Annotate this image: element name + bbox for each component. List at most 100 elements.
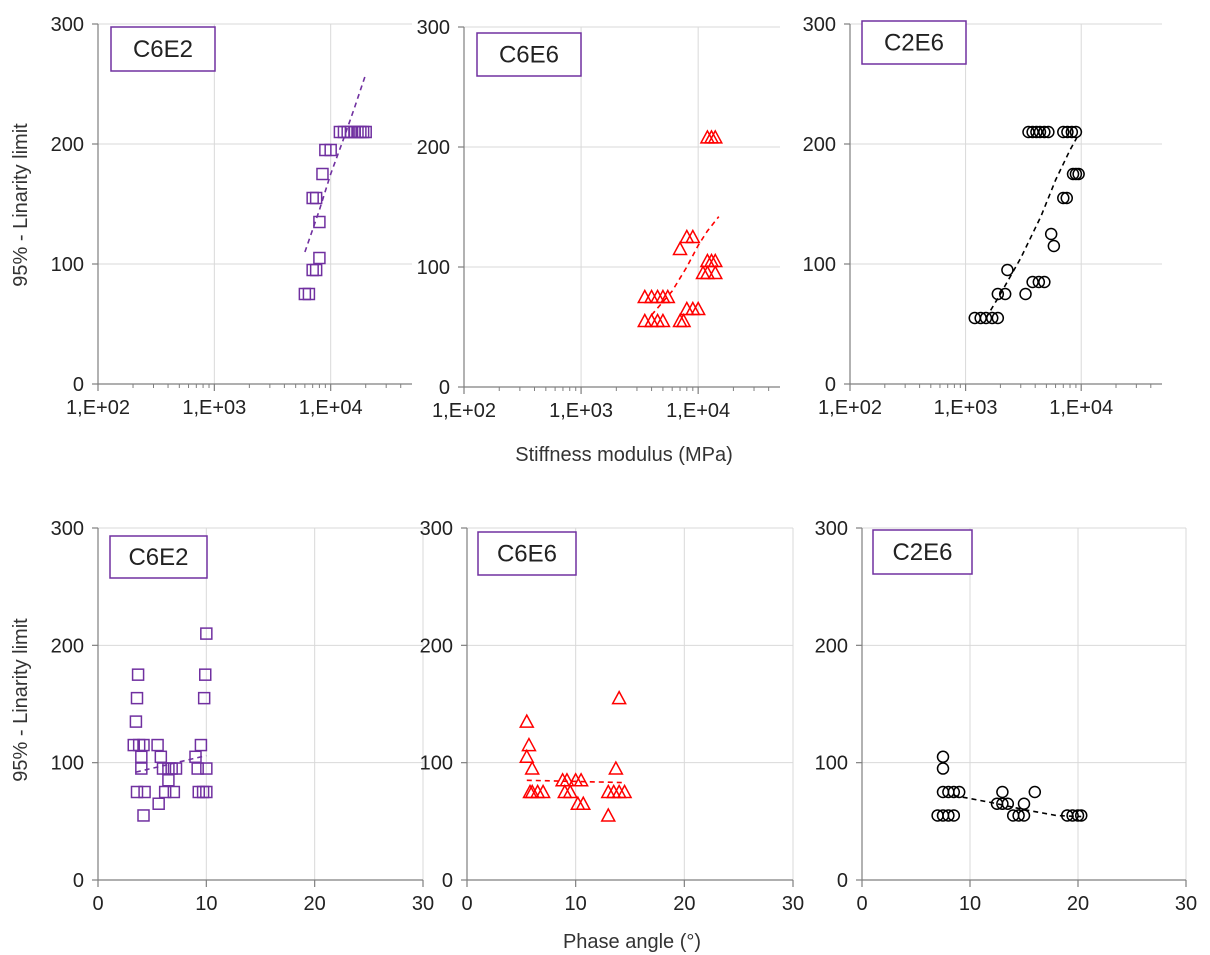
data-point <box>947 809 961 822</box>
y-tick-label: 0 <box>825 374 836 396</box>
data-point <box>313 251 326 265</box>
y-axis-label-top: 95% - Linarity limit <box>10 123 32 287</box>
data-point <box>1033 125 1047 139</box>
x-tick-label: 10 <box>959 893 981 915</box>
panel-title: C6E2 <box>128 544 188 571</box>
data-point <box>316 167 329 181</box>
x-axis-label-top: Stiffness modulus (MPa) <box>515 444 733 466</box>
data-point <box>192 785 205 799</box>
data-point <box>535 783 551 799</box>
data-point <box>562 783 578 799</box>
x-tick-label: 0 <box>461 893 472 915</box>
data-point <box>1001 263 1014 277</box>
panel-title: C2E6 <box>884 30 944 57</box>
x-tick-label: 1,E+04 <box>666 400 730 422</box>
data-point <box>1074 809 1088 822</box>
y-tick-label: 300 <box>803 14 836 36</box>
data-point <box>611 690 627 705</box>
data-point <box>637 312 653 328</box>
data-point <box>137 738 150 752</box>
data-point <box>1069 125 1083 139</box>
data-point <box>196 785 210 799</box>
y-tick-label: 100 <box>417 257 450 279</box>
panel-title: C6E6 <box>497 541 557 568</box>
data-point <box>991 287 1005 301</box>
y-tick-label: 0 <box>73 374 84 396</box>
y-tick-label: 200 <box>420 635 453 657</box>
data-point <box>608 760 624 775</box>
x-tick-label: 1,E+04 <box>1049 397 1113 419</box>
data-point <box>675 312 692 328</box>
data-point <box>1012 809 1025 822</box>
data-point <box>707 252 724 268</box>
panel-2: 1,E+02 1,E+03 1,E+04 0 100 200 300 C6E6 <box>417 17 780 422</box>
x-tick-label: 1,E+04 <box>299 397 363 419</box>
x-tick-label: 1,E+03 <box>934 397 998 419</box>
data-point <box>1071 809 1085 822</box>
data-point <box>985 311 999 325</box>
panel-title-box <box>872 529 973 575</box>
data-point <box>699 264 716 280</box>
y-tick-label: 100 <box>815 753 848 775</box>
data-point <box>522 783 538 799</box>
y-tick-label: 200 <box>803 134 836 156</box>
trend-line <box>985 134 1080 319</box>
x-tick-label: 1,E+02 <box>818 397 882 419</box>
data-point <box>309 263 323 277</box>
data-point <box>151 738 164 752</box>
data-point <box>936 762 950 775</box>
data-point <box>952 785 966 799</box>
x-tick-label: 0 <box>856 893 867 915</box>
x-tick-label: 30 <box>782 893 804 915</box>
data-point <box>313 215 326 229</box>
y-tick-label: 300 <box>815 518 848 540</box>
data-point <box>130 691 144 705</box>
data-point <box>194 738 208 752</box>
data-point <box>302 287 316 301</box>
panel-title: C6E2 <box>133 36 193 63</box>
y-tick-label: 0 <box>837 870 848 892</box>
data-point <box>575 795 592 810</box>
x-tick-label: 30 <box>1175 893 1197 915</box>
data-point <box>337 125 351 139</box>
panel-title: C6E6 <box>499 42 559 69</box>
data-point <box>197 691 211 705</box>
data-point <box>1001 797 1015 810</box>
x-tick-label: 30 <box>412 893 434 915</box>
data-point <box>1065 125 1079 139</box>
y-tick-label: 0 <box>73 870 84 892</box>
data-point <box>1017 797 1031 810</box>
x-tick-label: 1,E+03 <box>182 397 246 419</box>
data-point <box>947 785 961 799</box>
x-tick-label: 1,E+03 <box>549 400 613 422</box>
panel-title-box <box>110 26 216 72</box>
data-point <box>519 713 535 728</box>
data-point <box>167 785 181 799</box>
data-point <box>1019 287 1032 301</box>
data-point <box>519 748 535 764</box>
data-point <box>154 750 168 764</box>
y-tick-label: 300 <box>417 17 450 39</box>
x-tick-label: 10 <box>195 893 217 915</box>
y-tick-label: 200 <box>51 134 84 156</box>
data-point <box>1030 125 1043 139</box>
y-tick-label: 100 <box>51 753 84 775</box>
panel-title-box <box>477 531 577 576</box>
panel-title-box <box>109 535 208 579</box>
data-point <box>138 785 151 799</box>
y-tick-label: 200 <box>417 137 450 159</box>
data-point <box>169 762 183 775</box>
data-point <box>1060 191 1074 205</box>
y-tick-label: 0 <box>442 870 453 892</box>
y-tick-label: 300 <box>420 518 453 540</box>
data-point <box>685 228 701 244</box>
x-tick-label: 1,E+02 <box>66 397 130 419</box>
data-point <box>991 311 1005 325</box>
data-point <box>1066 809 1079 822</box>
data-point <box>309 191 323 205</box>
data-point <box>1047 239 1061 253</box>
data-point <box>200 785 213 799</box>
